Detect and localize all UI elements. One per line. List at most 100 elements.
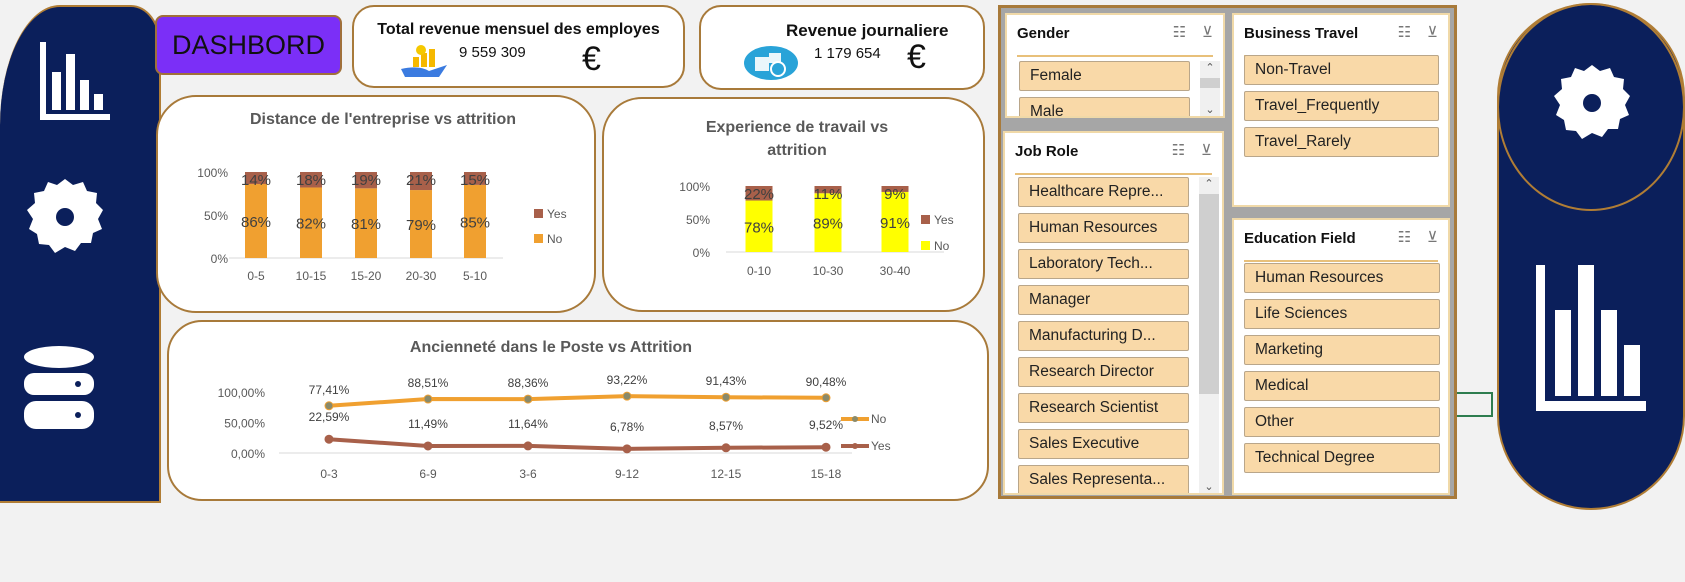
slicer-item[interactable]: Research Scientist bbox=[1018, 393, 1189, 423]
scrollbar[interactable]: ⌃ ⌄ bbox=[1199, 177, 1219, 493]
multi-select-icon[interactable]: ☷ bbox=[1172, 24, 1187, 41]
bar-chart-icon[interactable] bbox=[40, 42, 110, 122]
bar-yes bbox=[881, 186, 909, 192]
slicer-item[interactable]: Sales Executive bbox=[1018, 429, 1189, 459]
slicer-item[interactable]: Healthcare Repre... bbox=[1018, 177, 1189, 207]
legend-swatch bbox=[534, 209, 543, 218]
data-label-yes: 11% bbox=[814, 186, 843, 203]
slicer-item[interactable]: Research Director bbox=[1018, 357, 1189, 387]
clear-filter-icon[interactable]: ⊻ bbox=[1201, 142, 1212, 159]
data-point bbox=[324, 434, 334, 444]
data-point bbox=[523, 394, 533, 404]
divider bbox=[1244, 260, 1438, 262]
data-label-yes: 18% bbox=[296, 172, 326, 189]
data-point bbox=[622, 444, 632, 454]
slicer-item[interactable]: Human Resources bbox=[1244, 263, 1440, 293]
multi-select-icon[interactable]: ☷ bbox=[1397, 229, 1412, 246]
multi-select-icon[interactable]: ☷ bbox=[1171, 142, 1186, 159]
kpi-value: 9 559 309 bbox=[459, 44, 526, 61]
scroll-down-icon[interactable]: ⌄ bbox=[1204, 481, 1214, 493]
slicer-item[interactable]: Travel_Frequently bbox=[1244, 91, 1439, 121]
slicer-item[interactable]: Medical bbox=[1244, 371, 1440, 401]
data-label: 11,49% bbox=[408, 417, 448, 431]
connector-line bbox=[1457, 392, 1493, 417]
scroll-up-icon[interactable]: ⌃ bbox=[1205, 62, 1215, 74]
legend-label: No bbox=[934, 239, 950, 253]
bar-yes bbox=[410, 172, 432, 191]
data-label-no: 78% bbox=[744, 219, 774, 236]
left-nav-panel bbox=[0, 5, 161, 503]
legend-label: Yes bbox=[547, 207, 567, 221]
slicer-item[interactable]: Sales Representa... bbox=[1018, 465, 1189, 493]
scroll-up-icon[interactable]: ⌃ bbox=[1204, 178, 1214, 190]
data-label-no: 81% bbox=[351, 216, 381, 233]
multi-select-icon[interactable]: ☷ bbox=[1397, 24, 1412, 41]
data-label-yes: 22% bbox=[744, 186, 774, 203]
slicer-item[interactable]: Travel_Rarely bbox=[1244, 127, 1439, 157]
slicer-item[interactable]: Non-Travel bbox=[1244, 55, 1439, 85]
data-label-no: 86% bbox=[241, 214, 271, 231]
bar-no bbox=[245, 184, 267, 258]
data-label: 88,36% bbox=[508, 376, 549, 390]
seniority-attrition-chart: Ancienneté dans le Poste vs Attrition 0,0… bbox=[218, 339, 891, 481]
chart-card-seniority: Ancienneté dans le Poste vs Attrition 0,0… bbox=[167, 320, 989, 501]
clear-filter-icon[interactable]: ⊻ bbox=[1427, 229, 1438, 246]
slicer-item[interactable]: Marketing bbox=[1244, 335, 1440, 365]
data-point bbox=[523, 441, 533, 451]
x-tick-label: 10-15 bbox=[296, 269, 327, 283]
slicer-item[interactable]: Technical Degree bbox=[1244, 443, 1440, 473]
data-point bbox=[622, 391, 632, 401]
data-point bbox=[423, 441, 433, 451]
database-icon[interactable] bbox=[22, 345, 96, 435]
slicer-item[interactable]: Manufacturing D... bbox=[1018, 321, 1189, 351]
legend-marker bbox=[852, 443, 858, 449]
bar-no bbox=[745, 200, 773, 252]
bar-no bbox=[814, 193, 842, 252]
y-tick-label: 50% bbox=[686, 213, 710, 227]
y-tick-label: 50,00% bbox=[224, 417, 265, 431]
divider bbox=[1017, 55, 1213, 57]
data-label: 77,41% bbox=[309, 383, 350, 397]
gear-icon[interactable] bbox=[25, 177, 105, 257]
x-tick-label: 3-6 bbox=[519, 467, 537, 481]
kpi-title: Total revenue mensuel des employes bbox=[377, 21, 660, 38]
slicer-item[interactable]: Other bbox=[1244, 407, 1440, 437]
divider bbox=[1015, 173, 1212, 175]
scroll-thumb[interactable] bbox=[1200, 78, 1220, 88]
x-tick-label: 30-40 bbox=[880, 264, 911, 278]
experience-attrition-chart: Experience de travail vs attrition 0% 50% 10… bbox=[679, 119, 954, 278]
slicer-item[interactable]: Manager bbox=[1018, 285, 1189, 315]
bar-yes bbox=[814, 186, 842, 194]
clear-filter-icon[interactable]: ⊻ bbox=[1427, 24, 1438, 41]
y-tick-label: 100% bbox=[679, 180, 710, 194]
slicer-title: Business Travel bbox=[1244, 25, 1359, 42]
y-tick-label: 50% bbox=[204, 209, 228, 223]
gear-icon[interactable] bbox=[1552, 63, 1632, 143]
scroll-thumb[interactable] bbox=[1199, 194, 1219, 394]
clear-filter-icon[interactable]: ⊻ bbox=[1202, 24, 1213, 41]
data-point bbox=[821, 442, 831, 452]
kpi-title: Revenue journaliere bbox=[786, 21, 949, 40]
y-tick-label: 100,00% bbox=[218, 386, 266, 400]
bar-chart-icon[interactable] bbox=[1536, 265, 1646, 411]
slicer-item[interactable]: Male bbox=[1019, 97, 1190, 116]
data-label: 91,43% bbox=[706, 374, 747, 388]
settings-circle[interactable] bbox=[1497, 3, 1685, 211]
slicer-item[interactable]: Female bbox=[1019, 61, 1190, 91]
x-tick-label: 0-10 bbox=[747, 264, 771, 278]
slicer-item[interactable]: Human Resources bbox=[1018, 213, 1189, 243]
data-label-yes: 19% bbox=[351, 172, 381, 189]
scrollbar[interactable]: ⌃ ⌄ bbox=[1200, 61, 1220, 116]
scroll-down-icon[interactable]: ⌄ bbox=[1205, 104, 1215, 116]
bar-no bbox=[355, 188, 377, 258]
legend-label: Yes bbox=[934, 213, 954, 227]
data-label: 93,22% bbox=[607, 373, 648, 387]
slicer-item[interactable]: Life Sciences bbox=[1244, 299, 1440, 329]
chart-title: Ancienneté dans le Poste vs Attrition bbox=[410, 339, 692, 356]
data-point bbox=[721, 392, 731, 402]
slicer-item[interactable]: Laboratory Tech... bbox=[1018, 249, 1189, 279]
x-tick-label: 0-5 bbox=[247, 269, 265, 283]
slicer-job-role: Job Role ☷ ⊻ Healthcare Repre... Human Resou… bbox=[1003, 131, 1224, 495]
kpi-value: 1 179 654 bbox=[814, 45, 881, 62]
data-point bbox=[721, 443, 731, 453]
